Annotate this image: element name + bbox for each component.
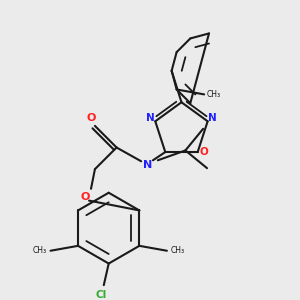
Text: CH₃: CH₃	[171, 246, 185, 255]
Text: CH₃: CH₃	[32, 246, 46, 255]
Text: N: N	[208, 113, 217, 123]
Text: O: O	[199, 147, 208, 157]
Text: N: N	[143, 160, 153, 170]
Text: O: O	[86, 113, 96, 123]
Text: CH₃: CH₃	[207, 90, 221, 99]
Text: Cl: Cl	[95, 290, 106, 300]
Text: N: N	[146, 113, 155, 123]
Text: O: O	[80, 192, 90, 202]
